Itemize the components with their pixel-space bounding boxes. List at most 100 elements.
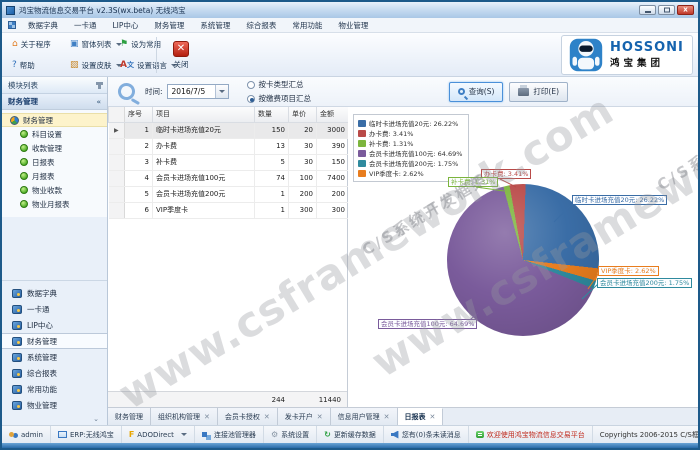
menu-finance[interactable]: 财务管理 <box>154 20 185 30</box>
tree-item-finance[interactable]: 财务管理 <box>2 113 107 127</box>
sidebar-item-common[interactable]: 常用功能 <box>2 381 107 397</box>
status-system-settings[interactable]: ⚙ 系统设置 <box>264 426 318 443</box>
tab-daily-report[interactable]: 日报表 ✕ <box>397 408 444 425</box>
minimize-button[interactable] <box>639 5 656 15</box>
menu-one-card[interactable]: 一卡通 <box>74 20 97 30</box>
table-row[interactable]: 2 办卡费 13 30 390 <box>108 138 349 155</box>
radio-by-fee-item[interactable]: 按缴费项目汇总 <box>246 93 311 104</box>
sidebar-item-one-card[interactable]: 一卡通 <box>2 301 107 317</box>
status-unread-messages[interactable]: 您有(0)条未读消息 <box>384 426 469 443</box>
table-row[interactable]: 3 补卡费 5 30 150 <box>108 154 349 171</box>
menu-system[interactable]: 系统管理 <box>200 20 231 30</box>
tab-card-issue[interactable]: 发卡开户 ✕ <box>277 408 331 425</box>
set-skin-button[interactable]: ▨ 设置皮肤 <box>64 56 128 75</box>
col-item[interactable]: 项目 <box>152 107 255 123</box>
tree-item-property-collection[interactable]: 物业收款 <box>2 183 107 197</box>
legend-swatch <box>358 129 366 137</box>
tree-item-property-monthly[interactable]: 物业月报表 <box>2 197 107 211</box>
search-icon <box>457 88 465 95</box>
tab-member-card-auth[interactable]: 会员卡授权 ✕ <box>217 408 278 425</box>
sidebar-item-finance[interactable]: 财务管理 <box>2 333 107 349</box>
chevron-down-icon <box>115 43 122 46</box>
status-copyright: Copyrights 2006-2015 C/S框架网版权所有 <box>599 430 699 439</box>
col-price[interactable]: 单价 <box>288 107 317 123</box>
form-list-button[interactable]: ▣ 窗体列表 <box>64 35 128 54</box>
close-button[interactable]: x <box>677 5 694 15</box>
tab-finance[interactable]: 财务管理 <box>108 408 151 425</box>
print-button[interactable]: 打印(E) <box>509 81 568 102</box>
module-card-icon <box>12 288 22 298</box>
table-empty-area <box>108 218 347 391</box>
table-row[interactable]: 4 会员卡进场充值100元 74 100 7400 <box>108 170 349 187</box>
pie-chart-panel: 临时卡进场充值20元: 26.22% 办卡费: 3.41% 补卡费: 1.31%… <box>348 107 698 407</box>
sidebar-item-data-dictionary[interactable]: 数据字典 <box>2 285 107 301</box>
legend-swatch <box>358 139 366 147</box>
close-tab-icon[interactable]: ✕ <box>263 412 270 421</box>
close-tab-icon[interactable]: ✕ <box>383 412 390 421</box>
sidebar-item-property[interactable]: 物业管理 <box>2 397 107 413</box>
module-card-icon <box>12 352 22 362</box>
close-tab-icon[interactable]: ✕ <box>316 412 323 421</box>
search-button[interactable]: 查询(S) <box>448 81 504 102</box>
menu-common[interactable]: 常用功能 <box>292 20 323 30</box>
col-qty[interactable]: 数量 <box>254 107 289 123</box>
table-row[interactable]: ▶ 1 临时卡进场充值20元 150 20 3000 <box>108 122 349 139</box>
status-refresh-cache[interactable]: ↻ 更新缓存数据 <box>317 426 384 443</box>
pin-icon[interactable] <box>96 81 103 89</box>
menu-lip-center[interactable]: LIP中心 <box>112 20 139 30</box>
refresh-icon: ↻ <box>324 430 331 439</box>
close-tab-icon[interactable]: ✕ <box>429 413 436 421</box>
col-index[interactable]: 序号 <box>124 107 153 123</box>
module-tree: 财务管理 科目设置 收款管理 日报表 月报表 <box>2 110 107 217</box>
pie-label-member-100: 会员卡进场充值100元: 64.69% <box>378 319 478 330</box>
search-icon <box>116 81 137 102</box>
table-row[interactable]: 5 会员卡进场充值200元 1 200 200 <box>108 186 349 203</box>
col-amount[interactable]: 金额 <box>316 107 349 123</box>
lightning-icon: Ϝ <box>128 430 135 439</box>
sidebar-group-header[interactable]: 财务管理 « <box>2 94 107 110</box>
menu-reports[interactable]: 综合报表 <box>246 20 277 30</box>
legend-swatch <box>358 149 366 157</box>
module-sidebar: 模块列表 财务管理 « 财务管理 科目设置 收款管理 <box>2 77 108 425</box>
table-row[interactable]: 6 VIP季度卡 1 300 300 <box>108 202 349 219</box>
robot-logo-icon <box>569 38 603 72</box>
tree-item-collection[interactable]: 收款管理 <box>2 141 107 155</box>
sidebar-overflow-chevron[interactable]: ⌄ <box>93 415 99 423</box>
close-form-button[interactable]: ✕ 关闭 <box>160 35 202 75</box>
sidebar-item-lip-center[interactable]: LIP中心 <box>2 317 107 333</box>
menu-data-dictionary[interactable]: 数据字典 <box>28 20 58 30</box>
set-favorite-button[interactable]: ⚑ 设为常用 <box>120 39 162 50</box>
main-panel: 时间: 2016/7/5 按卡类型汇总 按缴费项目汇总 <box>108 77 698 425</box>
status-erp[interactable]: ERP:无线鸿宝 <box>51 426 122 443</box>
status-user[interactable]: admin <box>2 426 51 443</box>
set-language-button[interactable]: A文 设置语言 <box>114 56 183 75</box>
sidebar-item-system[interactable]: 系统管理 <box>2 349 107 365</box>
tab-info-user-management[interactable]: 信息用户管理 ✕ <box>330 408 398 425</box>
legend-item: 会员卡进场充值100元: 64.69% <box>358 148 464 158</box>
table-summary-row: 244 11440 <box>108 391 347 407</box>
menu-property[interactable]: 物业管理 <box>338 20 369 30</box>
chevron-down-icon[interactable] <box>214 85 228 98</box>
close-tab-icon[interactable]: ✕ <box>204 412 210 421</box>
legend-swatch <box>358 119 366 127</box>
users-icon <box>9 432 14 437</box>
maximize-button[interactable] <box>658 5 675 15</box>
sidebar-item-reports[interactable]: 综合报表 <box>2 365 107 381</box>
status-bar: admin ERP:无线鸿宝 Ϝ ADODirect 连接池管理器 ⚙ 系统设置 ↻… <box>2 425 698 443</box>
pie-label-temp-card: 临时卡进场充值20元: 26.22% <box>572 195 668 206</box>
tab-org-management[interactable]: 组织机构管理 ✕ <box>151 408 218 425</box>
date-combobox[interactable]: 2016/7/5 <box>166 84 229 99</box>
title-bar: 鸿宝物流信息交易平台 v2.3S(wx.beta) 无线鸿宝 x <box>2 2 698 18</box>
radio-by-card-type[interactable]: 按卡类型汇总 <box>246 79 312 90</box>
tree-item-daily-report[interactable]: 日报表 <box>2 155 107 169</box>
module-groups: 数据字典 一卡通 LIP中心 财务管理 系统管理 综合报表 常用功能 物业管理 … <box>2 280 107 425</box>
tree-item-monthly-report[interactable]: 月报表 <box>2 169 107 183</box>
legend-item: 临时卡进场充值20元: 26.22% <box>358 118 464 128</box>
legend-item: VIP季度卡: 2.62% <box>358 168 464 178</box>
status-ado-direct[interactable]: Ϝ ADODirect <box>122 426 195 443</box>
about-button[interactable]: ⌂ 关于程序 <box>12 39 51 50</box>
help-button[interactable]: ? 帮助 <box>12 60 35 71</box>
status-connection-pool[interactable]: 连接池管理器 <box>195 426 264 443</box>
tree-item-subjects[interactable]: 科目设置 <box>2 127 107 141</box>
module-card-icon <box>12 320 22 330</box>
